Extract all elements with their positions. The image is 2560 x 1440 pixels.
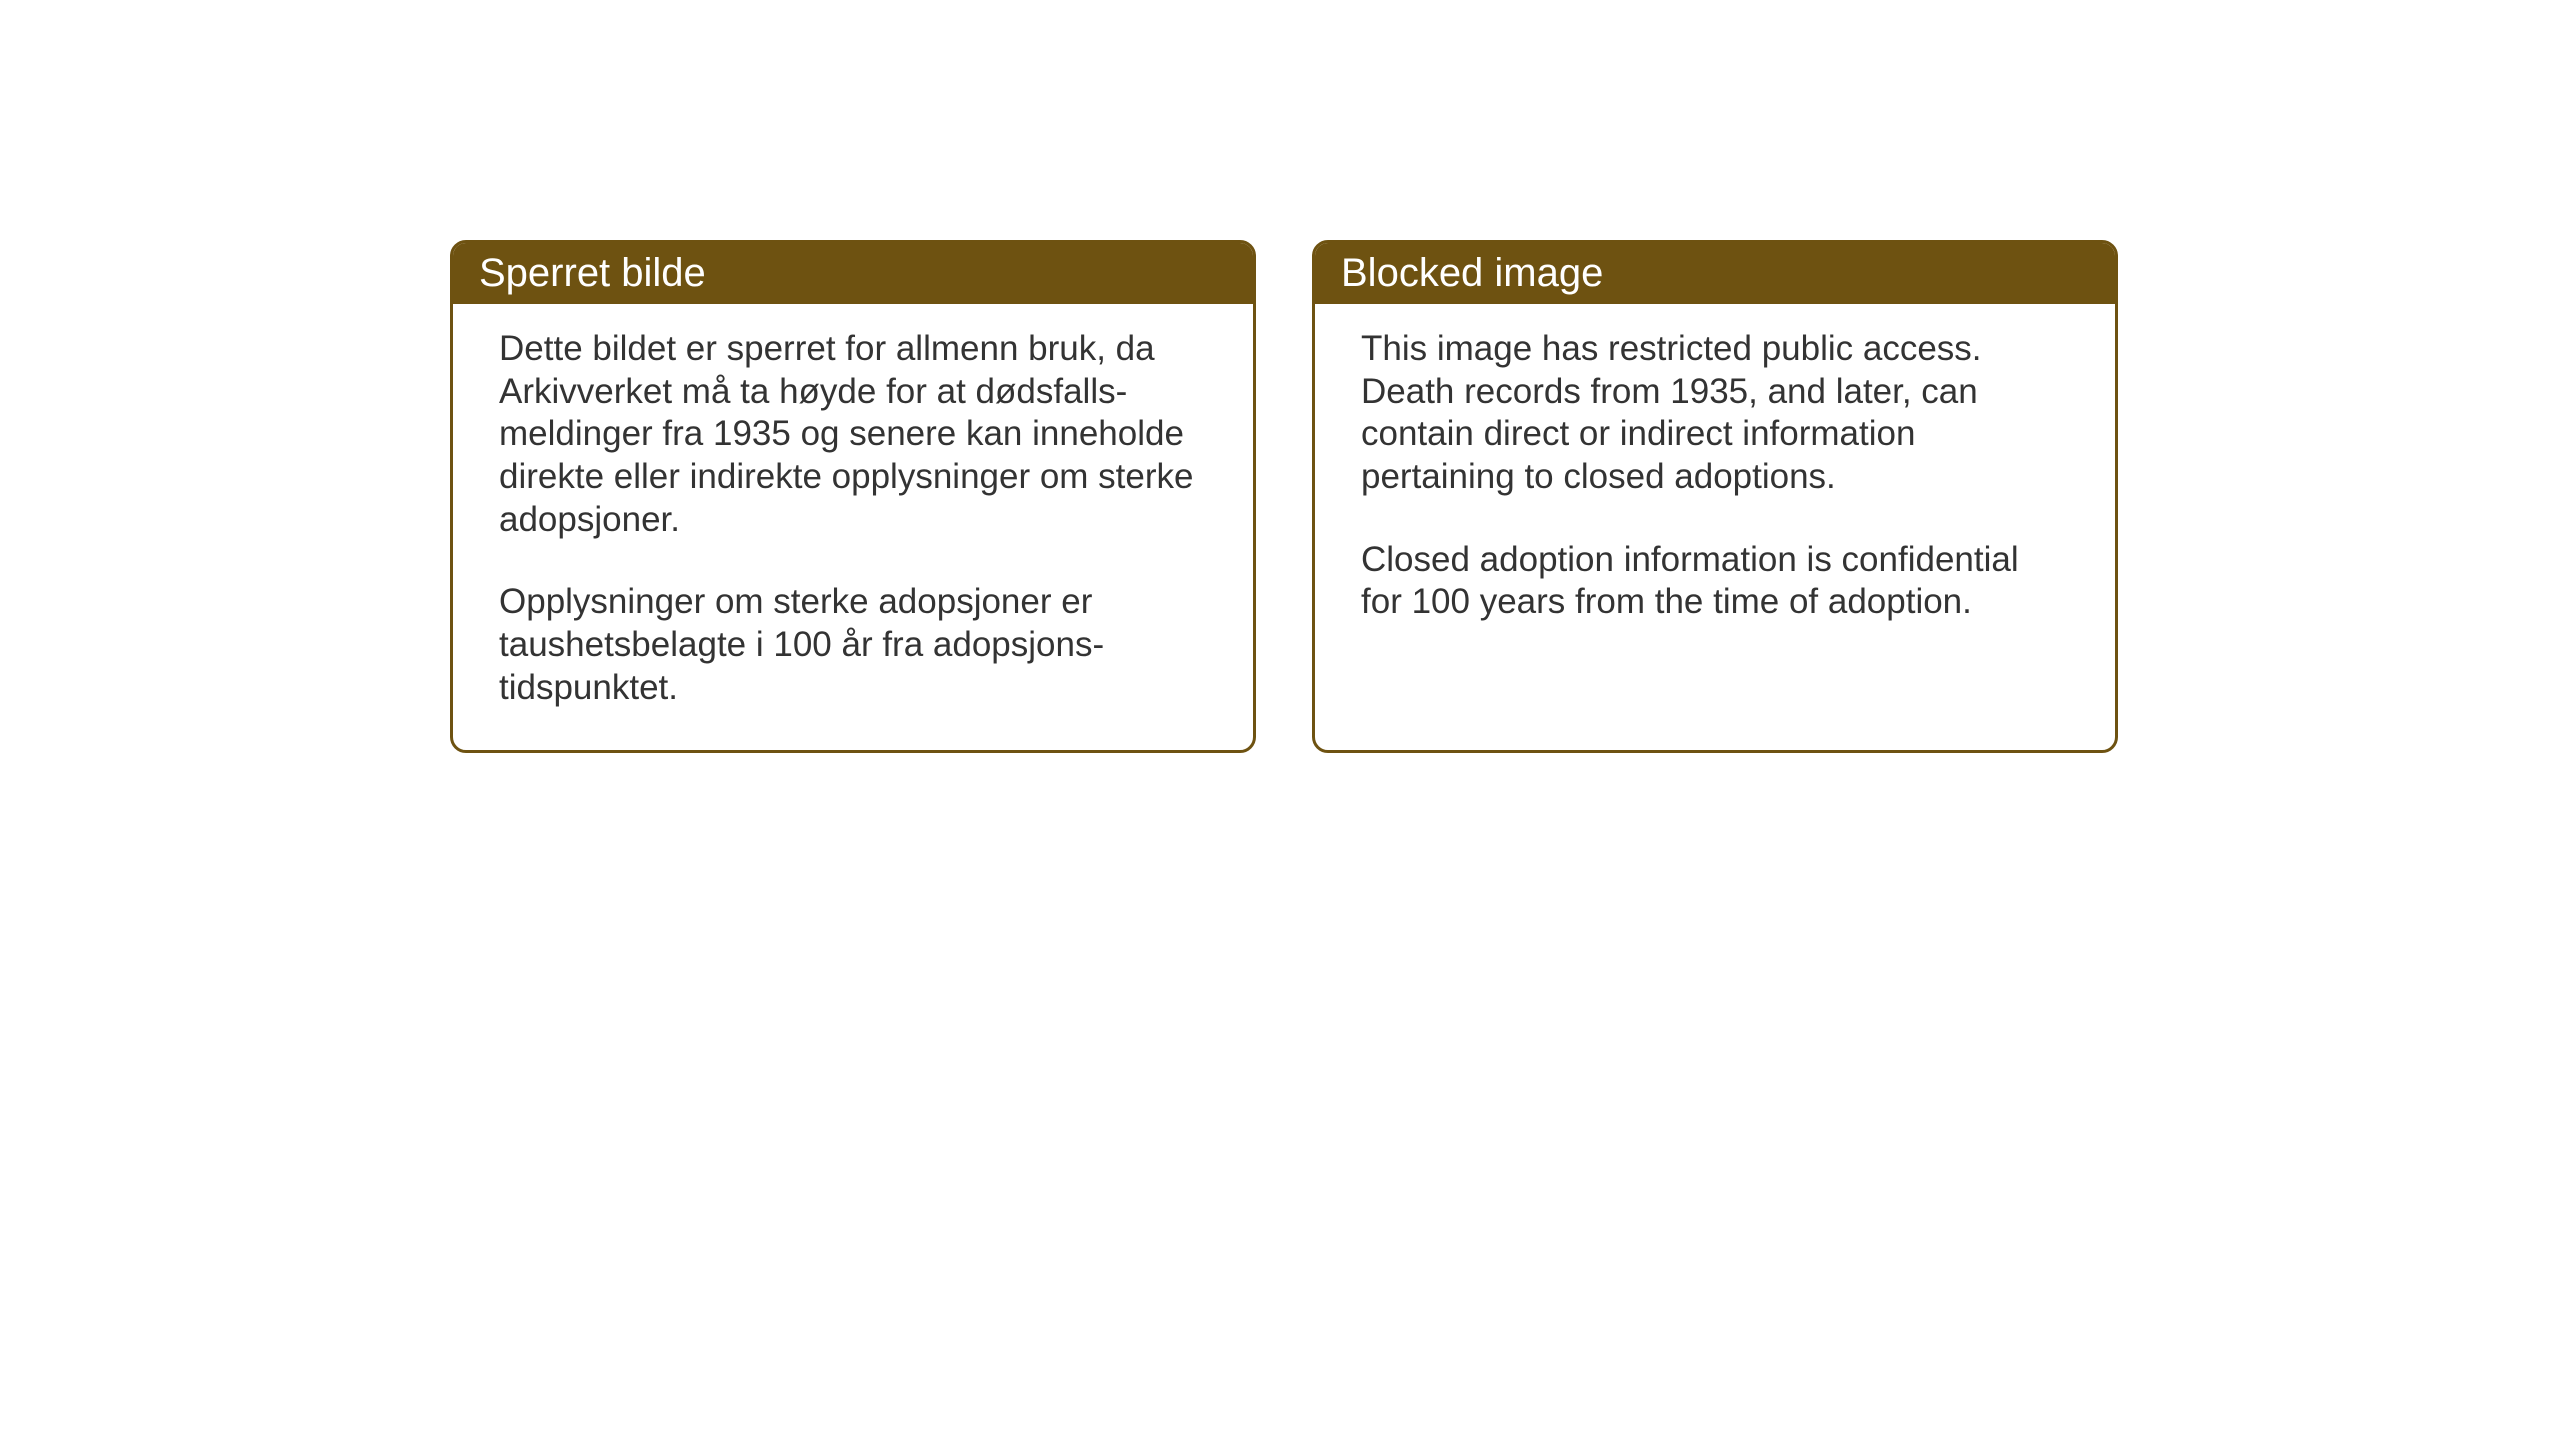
card-body-english: This image has restricted public access.…: [1315, 304, 2115, 750]
card-header-norwegian: Sperret bilde: [453, 243, 1253, 304]
card-title-norwegian: Sperret bilde: [479, 251, 706, 295]
card-paragraph-english-2: Closed adoption information is confident…: [1361, 539, 2069, 624]
card-paragraph-english-1: This image has restricted public access.…: [1361, 328, 2069, 499]
notice-container: Sperret bilde Dette bildet er sperret fo…: [450, 240, 2118, 753]
notice-card-english: Blocked image This image has restricted …: [1312, 240, 2118, 753]
card-body-norwegian: Dette bildet er sperret for allmenn bruk…: [453, 304, 1253, 750]
notice-card-norwegian: Sperret bilde Dette bildet er sperret fo…: [450, 240, 1256, 753]
card-paragraph-norwegian-2: Opplysninger om sterke adopsjoner er tau…: [499, 581, 1207, 709]
card-title-english: Blocked image: [1341, 251, 1603, 295]
card-header-english: Blocked image: [1315, 243, 2115, 304]
card-paragraph-norwegian-1: Dette bildet er sperret for allmenn bruk…: [499, 328, 1207, 541]
